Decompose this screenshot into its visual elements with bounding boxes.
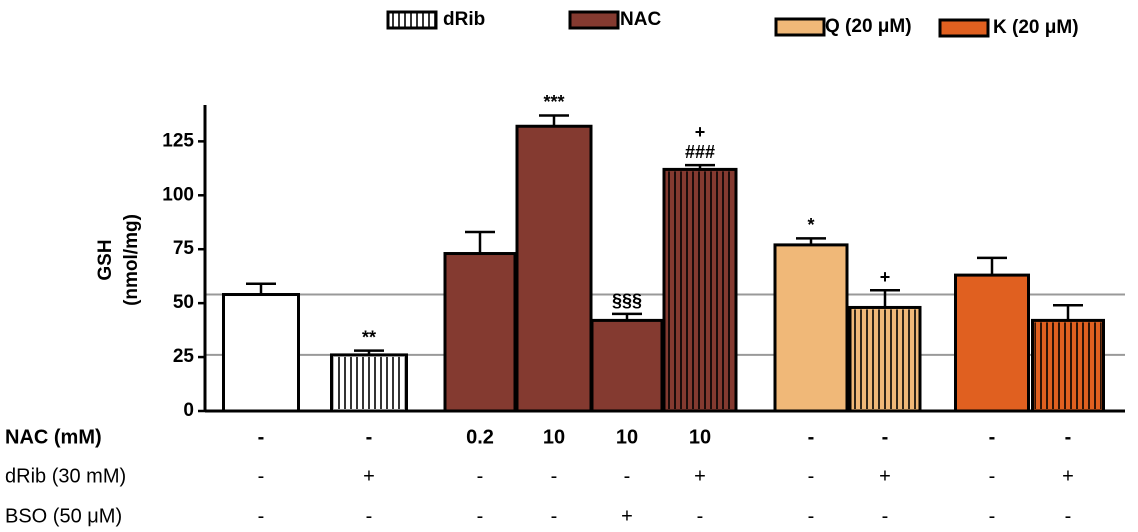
condition-value: -: [624, 465, 631, 487]
condition-value: +: [621, 505, 633, 527]
bar-hatch: [333, 356, 405, 409]
condition-value: +: [363, 465, 375, 487]
bar: [515, 124, 593, 413]
y-tick-label: 75: [173, 238, 195, 259]
condition-value: -: [1065, 426, 1072, 448]
condition-value: -: [697, 505, 704, 527]
significance-label: §§§: [612, 291, 642, 311]
condition-value: -: [882, 505, 889, 527]
condition-value: 10: [689, 426, 711, 448]
bar: [443, 252, 517, 413]
bar-hatch: [666, 171, 734, 409]
legend-swatch: [938, 18, 990, 38]
condition-value: -: [808, 465, 815, 487]
condition-value: -: [258, 505, 265, 527]
condition-value: 10: [616, 426, 638, 448]
y-axis-label: GSH: [95, 239, 116, 280]
legend-label: NAC: [620, 9, 661, 30]
legend-label: K (20 μM): [993, 17, 1079, 38]
condition-value: +: [1062, 465, 1074, 487]
y-tick-label: 25: [173, 346, 195, 367]
condition-value: 0.2: [466, 426, 494, 448]
condition-value: -: [477, 465, 484, 487]
legend-hatch: [388, 12, 436, 28]
condition-value: -: [808, 426, 815, 448]
significance-label: **: [362, 327, 376, 347]
condition-value: -: [258, 465, 265, 487]
condition-value: 10: [543, 426, 565, 448]
condition-value: -: [551, 505, 558, 527]
y-axis-label: (nmol/mg): [121, 214, 142, 306]
legend-swatch: [568, 10, 620, 30]
bar-hatch: [1034, 322, 1102, 409]
condition-value: -: [1065, 505, 1072, 527]
legend-label: dRib: [443, 9, 485, 30]
bar: [590, 318, 664, 413]
y-tick-label: 0: [183, 400, 194, 421]
legend-label: Q (20 μM): [825, 16, 912, 37]
condition-label: dRib (30 mM): [5, 465, 126, 487]
condition-label: BSO (50 μM): [5, 505, 122, 527]
condition-value: -: [551, 465, 558, 487]
significance-label: *: [807, 215, 814, 235]
condition-value: +: [694, 465, 706, 487]
condition-value: -: [989, 465, 996, 487]
condition-value: -: [258, 426, 265, 448]
significance-label: ***: [543, 92, 564, 112]
bar: [773, 243, 849, 413]
condition-value: -: [989, 426, 996, 448]
y-tick-label: 125: [162, 130, 194, 151]
bar-hatch: [852, 309, 918, 409]
condition-value: -: [882, 426, 889, 448]
significance-label: +: [880, 267, 891, 287]
condition-value: -: [808, 505, 815, 527]
legend-swatch: [774, 17, 826, 37]
condition-value: -: [989, 505, 996, 527]
y-tick-label: 100: [162, 184, 194, 205]
condition-value: +: [879, 465, 891, 487]
condition-value: -: [366, 426, 373, 448]
condition-label: NAC (mM): [5, 426, 102, 448]
y-tick-label: 50: [173, 292, 194, 313]
bar: [222, 293, 300, 413]
condition-value: -: [477, 505, 484, 527]
significance-label: ###: [685, 142, 715, 162]
significance-label: +: [695, 122, 706, 142]
condition-value: -: [366, 505, 373, 527]
bar: [954, 273, 1030, 413]
